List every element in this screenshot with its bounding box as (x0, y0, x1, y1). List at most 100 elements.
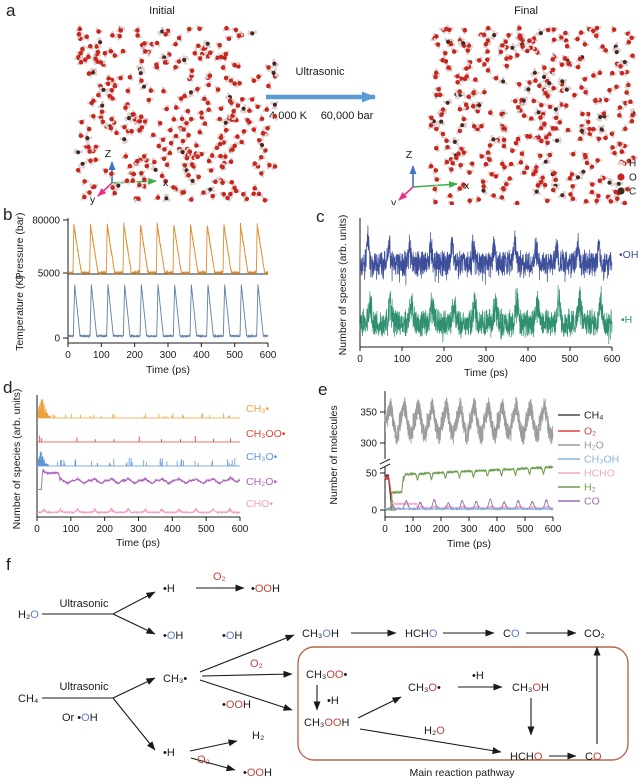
e-legend-3: CH₃OH (584, 454, 619, 466)
f-node-h_lbl2: •H (472, 670, 484, 682)
b-xtick-label: 400 (193, 350, 210, 361)
b-ylabel-pressure: Pressure (bar) (14, 212, 26, 279)
b-xtick-label: 200 (126, 350, 143, 361)
e-legend-5: H₂ (584, 482, 596, 494)
triad-y-label: y (391, 197, 397, 205)
b-xtick-label: 500 (226, 350, 243, 361)
f-node-ch3oo: CH₃OO• (306, 669, 348, 681)
b-ytick-label: 80000 (32, 216, 60, 227)
f-node-h_lbl1: •H (327, 695, 339, 707)
e-ch3oh-trace (384, 506, 553, 511)
panel-a-snapshots: Zx y Zx y HOC (73, 23, 638, 205)
f-node-hcho_red: HCHO (510, 751, 543, 763)
d-xtick-label: 500 (198, 524, 215, 535)
panel-d-chart: Number of species (arb. units) 0 100 200 300… (11, 389, 286, 549)
f-node-hcho_blue: HCHO (405, 628, 438, 640)
d-series-label-2: CH₃O• (246, 451, 278, 463)
c-xtick-label: 200 (436, 354, 453, 365)
f-node-ch3oh_blue: CH₃OH (302, 628, 339, 640)
f-node-ultrasonic1: Ultrasonic (60, 598, 109, 610)
b-ylabel-temperature: Temperature (K) (14, 275, 26, 351)
e-legend-2: H₂O (584, 440, 604, 452)
e-xtick-label: 0 (382, 524, 388, 535)
reaction-arrow (201, 670, 293, 678)
d-ylabel: Number of species (arb. units) (11, 389, 23, 530)
panel-label-a: a (6, 1, 16, 20)
e-o2-trace (384, 474, 397, 511)
d-series-label-3: CH₂O• (246, 476, 277, 488)
f-node-ch3oh_red: CH₃OH (512, 682, 549, 694)
triad-x-label: x (163, 177, 169, 189)
f-node-o2_a: O₂ (213, 571, 226, 583)
f-node-co2: CO₂ (584, 628, 605, 640)
atom-label-C: C (629, 187, 636, 198)
initial-molecule-cloud (73, 24, 280, 203)
e-ylabel: Number of molecules (328, 405, 340, 504)
panel-label-d: d (3, 378, 13, 397)
d-ch3-spikes (38, 398, 230, 418)
panel-label-b: b (3, 205, 13, 224)
reaction-arrow (199, 634, 295, 673)
d-xtick-label: 200 (96, 524, 113, 535)
triad-z-label: Z (105, 148, 112, 160)
d-ch3oo-spikes (39, 435, 231, 442)
f-node-ooh_c: •OOH (243, 767, 272, 779)
f-node-ooh_a: •OOH (251, 583, 280, 595)
reaction-arrow (112, 697, 156, 751)
e-ytick-label: 50 (366, 469, 378, 480)
triad-z-label: Z (406, 149, 413, 161)
reaction-arrow (189, 739, 238, 752)
f-node-co_red: CO (585, 751, 602, 763)
c-xlabel: Time (ps) (464, 367, 508, 379)
b-ytick-label: 0 (54, 334, 60, 345)
e-xtick-label: 400 (489, 524, 506, 535)
final-molecule-cloud (427, 23, 638, 205)
e-h2-trace (385, 464, 554, 512)
b-temperature-trace (67, 284, 269, 339)
atom-dot-C (617, 187, 625, 195)
reaction-arrow (359, 728, 502, 755)
c-oh-trace (359, 225, 613, 286)
atom-dot-H (618, 160, 624, 166)
b-xlabel: Time (ps) (146, 364, 190, 376)
atom-legend-item-H: H (618, 159, 636, 170)
atom-legend-item-C: C (617, 187, 636, 198)
e-legend-4: HCHO (584, 468, 615, 480)
panel-label-e: e (318, 380, 328, 399)
c-xtick-label: 600 (604, 354, 621, 365)
b-xtick-label: 600 (260, 350, 277, 361)
panel-f-pathway-diagram: H₂O Ultrasonic •H O₂ •OOH •OH CH₄ Ultrasonic Or … (18, 571, 629, 779)
d-xtick-label: 600 (232, 524, 249, 535)
c-ylabel: Number of species (arb. units) (337, 215, 349, 356)
f-node-h2_prod: H₂ (252, 730, 264, 742)
f-node-ch3o_rad: CH₃O• (408, 682, 441, 694)
b-xtick-label: 300 (160, 350, 177, 361)
initial-title: Initial (149, 5, 175, 17)
panel-b-chart: Pressure (bar)Temperature (K) 80000 5000 00… (14, 212, 277, 376)
reaction-arrow (112, 591, 156, 615)
f-node-o2_c: O₂ (197, 754, 210, 766)
e-xtick-label: 200 (433, 524, 450, 535)
e-h2o-trace (384, 396, 554, 445)
d-ch3o-spikes (38, 451, 236, 466)
c-h-label: •H (621, 314, 632, 326)
e-ytick-label: 350 (360, 408, 377, 419)
b-xtick-label: 0 (65, 350, 71, 361)
c-xtick-label: 300 (478, 354, 495, 365)
main-pathway-box (297, 646, 629, 761)
f-node-ch4_src: CH₄ (18, 693, 39, 705)
e-legend-1: O₂ (584, 426, 596, 438)
ultrasonic-process-label: Ultrasonic (295, 66, 345, 78)
d-ch2o-trace (37, 469, 241, 491)
f-node-or_oh: Or •OH (62, 712, 98, 724)
f-node-ooh_lbl: •OOH (222, 699, 251, 711)
e-ytick-label: 0 (371, 506, 377, 517)
atom-label-O: O (629, 173, 637, 184)
f-node-oh_lbl: •OH (222, 630, 242, 642)
d-cho-trace (36, 507, 241, 515)
f-node-ch3_rad: CH₃• (163, 673, 187, 685)
f-caption: Main reaction pathway (409, 767, 515, 779)
panel-c-chart: Number of species (arb. units) 0 100 200 300… (337, 215, 638, 379)
c-xtick-label: 400 (520, 354, 537, 365)
